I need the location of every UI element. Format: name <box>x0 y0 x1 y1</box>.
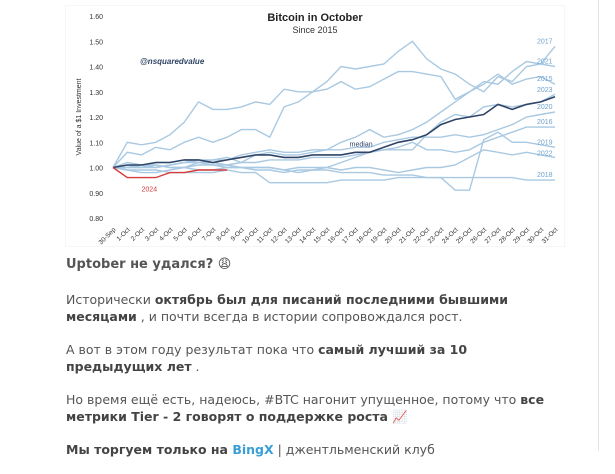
text-segment: все метрики Tier - 2 говорят о поддержке… <box>66 392 545 424</box>
y-tick-label: 1.30 <box>89 90 103 97</box>
chart-subtitle: Since 2015 <box>292 25 337 35</box>
y-tick-label: 1.00 <box>89 166 103 173</box>
text-segment: | джентльменский клуб <box>273 442 435 457</box>
y-tick-label: 1.50 <box>89 39 103 46</box>
y-tick-label: 1.20 <box>89 115 103 122</box>
chart: Bitcoin in October Since 2015 Value of a… <box>65 5 565 247</box>
series-label: 2019 <box>537 139 553 146</box>
series-line <box>113 126 555 169</box>
page: Bitcoin in October Since 2015 Value of a… <box>65 0 599 457</box>
series-label: 2016 <box>537 119 553 126</box>
paragraph: Исторически октябрь был для писаний посл… <box>66 291 566 325</box>
paragraph: Но время ещё есть, надеюсь, #BTC нагонит… <box>66 391 566 425</box>
annotation: @nsquaredvalue <box>140 57 205 66</box>
y-tick-label: 1.40 <box>89 65 103 72</box>
text-segment: Исторически <box>66 292 155 307</box>
text-segment: октябрь был для писаний последними бывши… <box>66 292 509 324</box>
text-segment: Но время ещё есть, надеюсь, #BTC нагонит… <box>66 392 521 407</box>
text-segment: Мы торгуем только на <box>66 442 233 457</box>
series-label: 2021 <box>537 59 553 66</box>
paragraph: Мы торгуем только на BingX | джентльменс… <box>66 441 566 458</box>
series-label: 2022 <box>537 150 553 157</box>
y-tick-label: 0.80 <box>89 216 103 223</box>
y-tick-label: 0.90 <box>89 191 103 198</box>
chart-background <box>65 5 565 247</box>
link[interactable]: BingX <box>232 442 274 457</box>
text-segment: самый лучший за 10 предыдущих лет <box>66 342 468 374</box>
y-tick-label: 1.10 <box>89 140 103 147</box>
post-heading: Uptober не удался? 😩 <box>66 257 232 272</box>
text-segment: , и почти всегда в истории сопровождался… <box>136 309 463 324</box>
series-line <box>112 60 556 168</box>
series-line <box>112 131 556 191</box>
y-tick-label: 1.60 <box>89 14 103 21</box>
series-label: 2017 <box>537 38 553 45</box>
series-label: median <box>350 141 373 148</box>
series-label: 2023 <box>537 87 553 94</box>
series-label: 2018 <box>537 172 553 179</box>
chart-title: Bitcoin in October <box>267 12 363 24</box>
text-segment: . <box>191 359 200 374</box>
y-axis-label: Value of a $1 Investment <box>76 78 83 155</box>
paragraph: А вот в этом году результат пока что сам… <box>66 341 566 375</box>
series-line <box>112 166 228 179</box>
post-body: Uptober не удался? 😩 Исторически октябрь… <box>66 256 566 474</box>
series-label: 2024 <box>142 187 158 194</box>
series-label: 2020 <box>537 104 553 111</box>
series-label: 2015 <box>537 76 553 83</box>
text-segment: 📈 <box>387 409 408 424</box>
series-line <box>112 111 556 169</box>
series-line <box>112 96 556 169</box>
post-frame <box>598 0 599 451</box>
text-segment: А вот в этом году результат пока что <box>66 342 319 357</box>
series-line <box>112 40 556 168</box>
